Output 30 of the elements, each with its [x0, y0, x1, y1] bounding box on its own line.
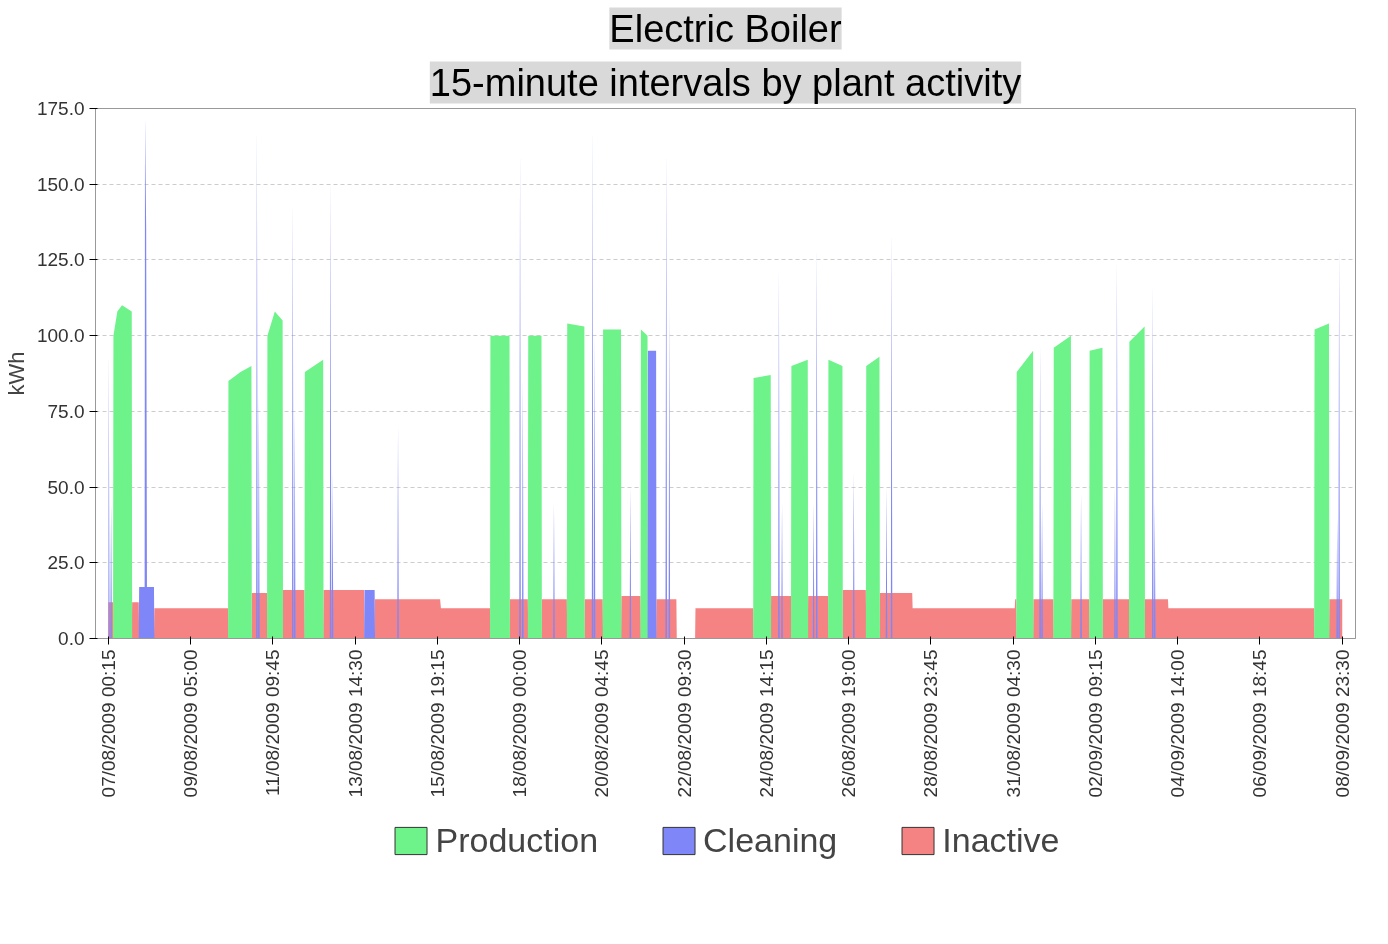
y-tick-label: 150.0 — [36, 173, 85, 195]
y-tick-label: 125.0 — [36, 249, 85, 271]
x-tick-label: 31/08/2009 04:30 — [1002, 649, 1024, 798]
x-tick-label: 22/08/2009 09:30 — [673, 649, 695, 798]
x-tick-label: 08/09/2009 23:30 — [1331, 649, 1353, 798]
legend-label: Inactive — [942, 820, 1060, 860]
x-tick-label: 04/09/2009 14:00 — [1167, 649, 1189, 798]
y-tick-label: 175.0 — [36, 98, 85, 119]
x-tick-label: 26/08/2009 19:00 — [838, 649, 860, 798]
legend-label: Cleaning — [703, 820, 838, 860]
y-tick-label: 100.0 — [36, 325, 85, 347]
chart-title: Electric Boiler — [609, 7, 842, 50]
x-tick-label: 28/08/2009 23:45 — [920, 649, 942, 798]
x-tick-label: 20/08/2009 04:45 — [591, 649, 613, 798]
y-tick-label: 25.0 — [47, 552, 85, 574]
x-tick-label: 07/08/2009 00:15 — [97, 649, 119, 798]
y-tick-label: 0.0 — [58, 628, 85, 649]
x-tick-label: 18/08/2009 00:00 — [509, 649, 531, 798]
x-tick-label: 11/08/2009 09:45 — [262, 649, 284, 797]
x-tick-label: 24/08/2009 14:15 — [755, 649, 777, 798]
x-tick-label: 02/09/2009 09:15 — [1084, 649, 1106, 798]
y-tick-label: 75.0 — [47, 400, 85, 422]
x-tick-label: 15/08/2009 19:15 — [426, 649, 448, 798]
y-axis-title: kWh — [3, 351, 29, 396]
x-tick-label: 09/08/2009 05:00 — [180, 649, 202, 798]
y-tick-label: 50.0 — [47, 476, 85, 498]
x-tick-label: 13/08/2009 14:30 — [344, 649, 366, 798]
legend-label: Production — [435, 820, 599, 860]
chart-subtitle: 15-minute intervals by plant activity — [429, 61, 1022, 104]
x-tick-label: 06/09/2009 18:45 — [1249, 649, 1271, 798]
